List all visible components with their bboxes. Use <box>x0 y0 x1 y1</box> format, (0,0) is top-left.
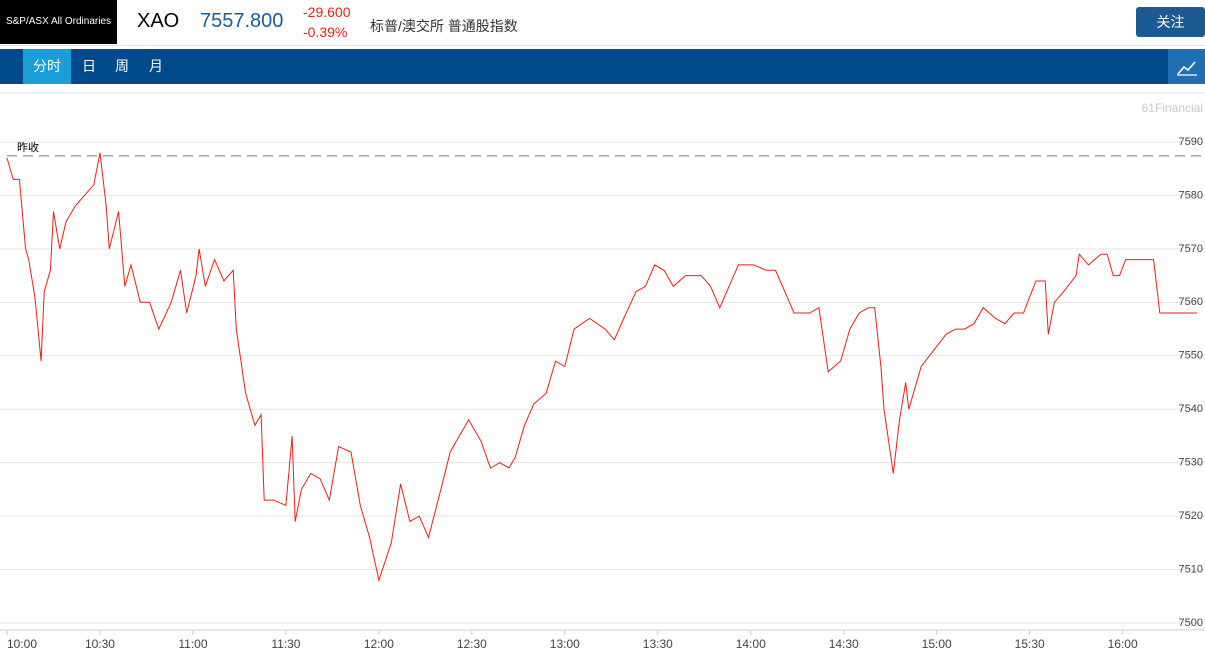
tab[interactable]: 日 <box>82 58 96 74</box>
x-tick-label: 13:00 <box>550 637 580 651</box>
x-tick-label: 14:30 <box>829 637 859 651</box>
header: S&P/ASX All Ordinaries XAO 7557.800 -29.… <box>0 0 1205 46</box>
follow-button[interactable]: 关注 <box>1136 7 1205 37</box>
y-tick-label: 7580 <box>1179 189 1203 201</box>
tab[interactable]: 月 <box>149 58 163 74</box>
y-tick-label: 7550 <box>1179 350 1203 362</box>
tab[interactable]: 分时 <box>23 49 71 84</box>
change-pct: -0.39% <box>303 24 348 40</box>
price: 7557.800 <box>200 10 284 32</box>
x-tick-label: 11:30 <box>271 637 300 651</box>
x-tick-label: 12:30 <box>457 637 487 651</box>
price-line <box>6 152 1197 583</box>
watermark: 61Financial <box>1142 101 1203 115</box>
y-tick-label: 7570 <box>1179 243 1203 255</box>
y-tick-label: 7540 <box>1179 403 1203 415</box>
y-tick-label: 7560 <box>1179 296 1203 308</box>
x-tick-label: 10:00 <box>7 637 37 651</box>
x-tick-label: 10:30 <box>85 637 115 651</box>
y-tick-label: 7530 <box>1179 457 1203 469</box>
y-tick-label: 7510 <box>1179 563 1203 575</box>
chart-icon-button[interactable] <box>1168 49 1205 84</box>
x-tick-label: 11:00 <box>178 637 207 651</box>
x-tick-label: 16:00 <box>1108 637 1138 651</box>
reference-label: 昨收 <box>17 140 39 154</box>
x-tick-label: 12:00 <box>364 637 394 651</box>
chart-icon <box>1177 61 1197 76</box>
change: -29.600 <box>303 4 351 20</box>
x-tick-label: 14:00 <box>736 637 766 651</box>
y-tick-label: 7500 <box>1179 617 1203 629</box>
tab-bar: 分时 日 周 月 <box>0 49 1205 84</box>
x-tick-label: 15:00 <box>922 637 952 651</box>
symbol: XAO <box>137 10 180 32</box>
y-tick-label: 7520 <box>1179 510 1203 522</box>
x-tick-label: 13:30 <box>643 637 673 651</box>
x-tick-label: 15:30 <box>1015 637 1045 651</box>
logo: S&P/ASX All Ordinaries <box>0 0 117 44</box>
index-name: 标普/澳交所 普通股指数 <box>370 18 518 34</box>
tab[interactable]: 周 <box>115 58 129 74</box>
y-tick-label: 7590 <box>1179 136 1203 148</box>
